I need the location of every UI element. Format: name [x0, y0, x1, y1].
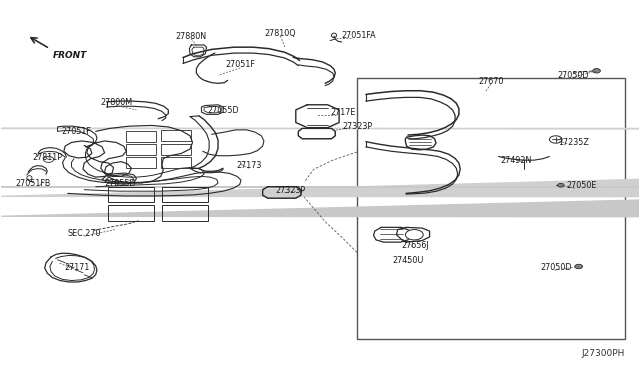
- Bar: [357, 78, 625, 339]
- Polygon shape: [1, 187, 640, 198]
- Bar: [108, 205, 154, 221]
- Polygon shape: [1, 128, 640, 139]
- Text: 27051F: 27051F: [61, 127, 92, 136]
- Bar: [161, 144, 191, 155]
- Text: 27055D: 27055D: [207, 106, 239, 115]
- Bar: [161, 130, 191, 141]
- Text: 27323P: 27323P: [275, 186, 305, 195]
- Circle shape: [593, 68, 600, 73]
- Text: 27811P: 27811P: [32, 153, 62, 162]
- Bar: [125, 131, 156, 142]
- Text: 27670: 27670: [478, 77, 504, 86]
- Circle shape: [557, 183, 564, 187]
- Text: J27300PH: J27300PH: [581, 349, 625, 358]
- Polygon shape: [1, 177, 640, 199]
- Text: SEC.270: SEC.270: [67, 230, 101, 238]
- Text: 27810Q: 27810Q: [265, 29, 296, 38]
- Text: 2717E: 2717E: [330, 108, 356, 118]
- Ellipse shape: [27, 176, 32, 180]
- Text: 27492N: 27492N: [500, 155, 532, 165]
- Polygon shape: [1, 197, 640, 219]
- Text: 27450U: 27450U: [392, 256, 424, 265]
- Text: 27055D: 27055D: [105, 179, 136, 187]
- Circle shape: [44, 157, 54, 162]
- Bar: [125, 144, 156, 155]
- Circle shape: [405, 230, 423, 240]
- Circle shape: [549, 136, 562, 143]
- Text: 17235Z: 17235Z: [558, 138, 589, 147]
- Bar: [125, 157, 156, 168]
- Text: 27656J: 27656J: [402, 241, 429, 250]
- Text: 27173: 27173: [236, 161, 261, 170]
- Bar: [108, 187, 154, 202]
- Text: 27800M: 27800M: [100, 99, 132, 108]
- Text: 27050E: 27050E: [566, 182, 596, 190]
- Text: FRONT: FRONT: [52, 51, 86, 60]
- Text: 27051FB: 27051FB: [15, 179, 51, 187]
- Text: 27050D: 27050D: [558, 71, 589, 80]
- Bar: [161, 157, 191, 168]
- Text: 27171: 27171: [64, 263, 89, 272]
- Circle shape: [575, 264, 582, 269]
- Text: 27050D: 27050D: [540, 263, 572, 272]
- Bar: [162, 205, 208, 221]
- Text: 27323P: 27323P: [342, 122, 372, 131]
- Text: 27051F: 27051F: [225, 60, 255, 70]
- Bar: [162, 187, 208, 202]
- Text: 27880N: 27880N: [176, 32, 207, 41]
- Text: 27051FA: 27051FA: [341, 31, 376, 40]
